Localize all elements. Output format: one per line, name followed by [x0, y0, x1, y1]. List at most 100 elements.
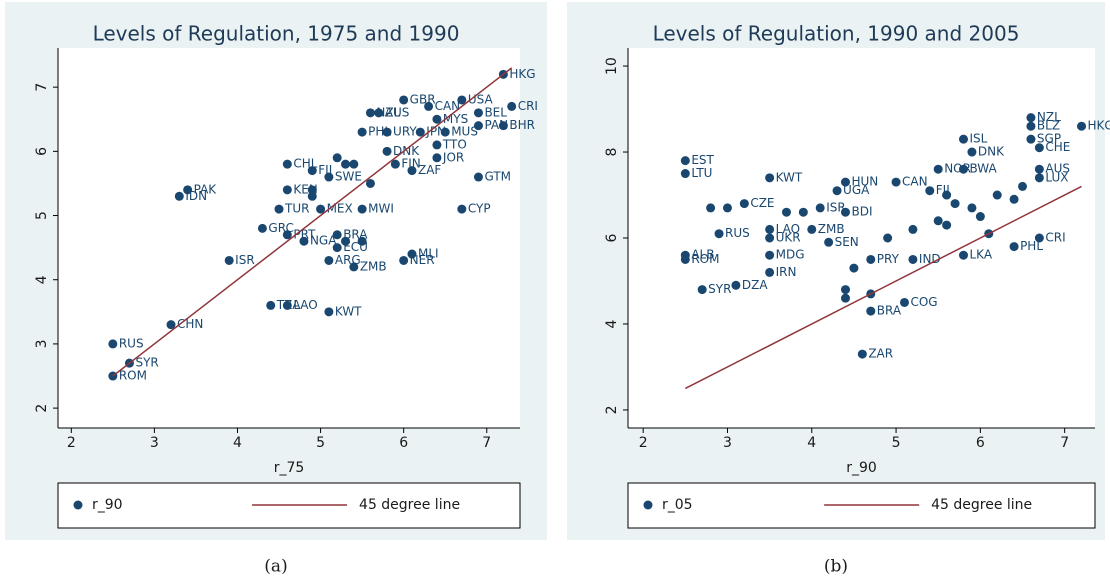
point — [765, 250, 775, 260]
point-label: UKR — [776, 231, 801, 245]
point — [1034, 143, 1044, 153]
point — [1009, 242, 1019, 252]
point — [332, 230, 342, 240]
point — [299, 236, 309, 246]
point — [680, 169, 690, 179]
point-label: MWI — [368, 202, 394, 216]
diagonal-line — [112, 67, 513, 377]
point — [697, 285, 707, 295]
x-tick-label: 6 — [976, 435, 985, 451]
point — [382, 146, 392, 156]
point — [374, 108, 384, 118]
point — [840, 285, 850, 295]
point — [307, 191, 317, 201]
point — [781, 207, 791, 217]
point — [933, 216, 943, 226]
point-label: ALB — [691, 248, 714, 262]
point — [992, 190, 1002, 200]
point — [765, 233, 775, 243]
point-label: CRI — [1045, 231, 1065, 245]
legend-marker — [73, 500, 83, 510]
point — [958, 250, 968, 260]
point-label: HKG — [1088, 119, 1110, 133]
x-tick-label: 2 — [639, 435, 648, 451]
x-tick-label: 6 — [399, 435, 408, 451]
point — [424, 101, 434, 111]
point — [166, 320, 176, 330]
y-tick-label: 8 — [604, 148, 620, 157]
legend-label: r_90 — [92, 497, 123, 513]
point — [282, 230, 292, 240]
point-label: SWE — [335, 170, 362, 184]
point — [432, 153, 442, 163]
x-tick-label: 5 — [316, 435, 325, 451]
point-label: ZMB — [818, 222, 845, 236]
point — [1026, 113, 1036, 123]
point — [925, 186, 935, 196]
point — [507, 101, 517, 111]
point — [722, 203, 732, 213]
point — [382, 127, 392, 137]
plot-area — [628, 48, 1095, 428]
point — [680, 156, 690, 166]
point — [1034, 164, 1044, 174]
point-label: TTO — [442, 137, 467, 151]
point-label: NER — [410, 253, 435, 267]
x-tick-label: 4 — [233, 435, 242, 451]
point — [942, 220, 952, 230]
point — [174, 191, 184, 201]
point-label: ROM — [119, 369, 147, 383]
point — [815, 203, 825, 213]
diagonal-line — [684, 185, 1082, 390]
point — [341, 159, 351, 169]
x-tick-label: 3 — [723, 435, 732, 451]
x-tick-label: 4 — [807, 435, 816, 451]
point — [282, 300, 292, 310]
point — [824, 237, 834, 247]
point — [307, 166, 317, 176]
y-tick-label: 10 — [604, 57, 620, 75]
point-label: ISR — [235, 253, 255, 267]
x-tick-label: 7 — [482, 435, 491, 451]
point — [739, 199, 749, 209]
point-label: CYP — [468, 202, 491, 216]
point — [257, 223, 267, 233]
point-label: IND — [919, 252, 941, 266]
point — [1034, 233, 1044, 243]
point — [857, 349, 867, 359]
point-label: NZL — [376, 105, 400, 119]
point-label: SGP — [1037, 132, 1061, 146]
point — [714, 229, 724, 239]
point-label: TUR — [284, 202, 309, 216]
y-tick-label: 5 — [34, 211, 50, 220]
legend-label: 45 degree line — [359, 497, 460, 513]
point-label: PAK — [194, 182, 218, 196]
x-axis-label: r_90 — [846, 460, 877, 476]
point-label: PRY — [877, 252, 900, 266]
point — [832, 186, 842, 196]
legend-label: r_05 — [662, 497, 693, 513]
point-label: NZL — [1037, 110, 1061, 124]
point — [324, 307, 334, 317]
point — [349, 262, 359, 272]
point — [415, 127, 425, 137]
point — [307, 185, 317, 195]
chart-title: Levels of Regulation, 1975 and 1990 — [93, 22, 460, 46]
point-label: HKG — [509, 67, 535, 81]
point — [958, 164, 968, 174]
point — [357, 236, 367, 246]
point-label: PRT — [293, 227, 316, 241]
point — [108, 339, 118, 349]
point-label: ISR — [826, 200, 846, 214]
point — [407, 166, 417, 176]
point-label: CRI — [518, 99, 538, 113]
point — [457, 204, 467, 214]
point-label: FIN — [401, 157, 420, 171]
point — [765, 267, 775, 277]
point — [432, 114, 442, 124]
point — [399, 255, 409, 265]
point-label: BDI — [851, 205, 872, 219]
point — [849, 263, 859, 273]
point-label: GTM — [484, 170, 511, 184]
point — [349, 159, 359, 169]
